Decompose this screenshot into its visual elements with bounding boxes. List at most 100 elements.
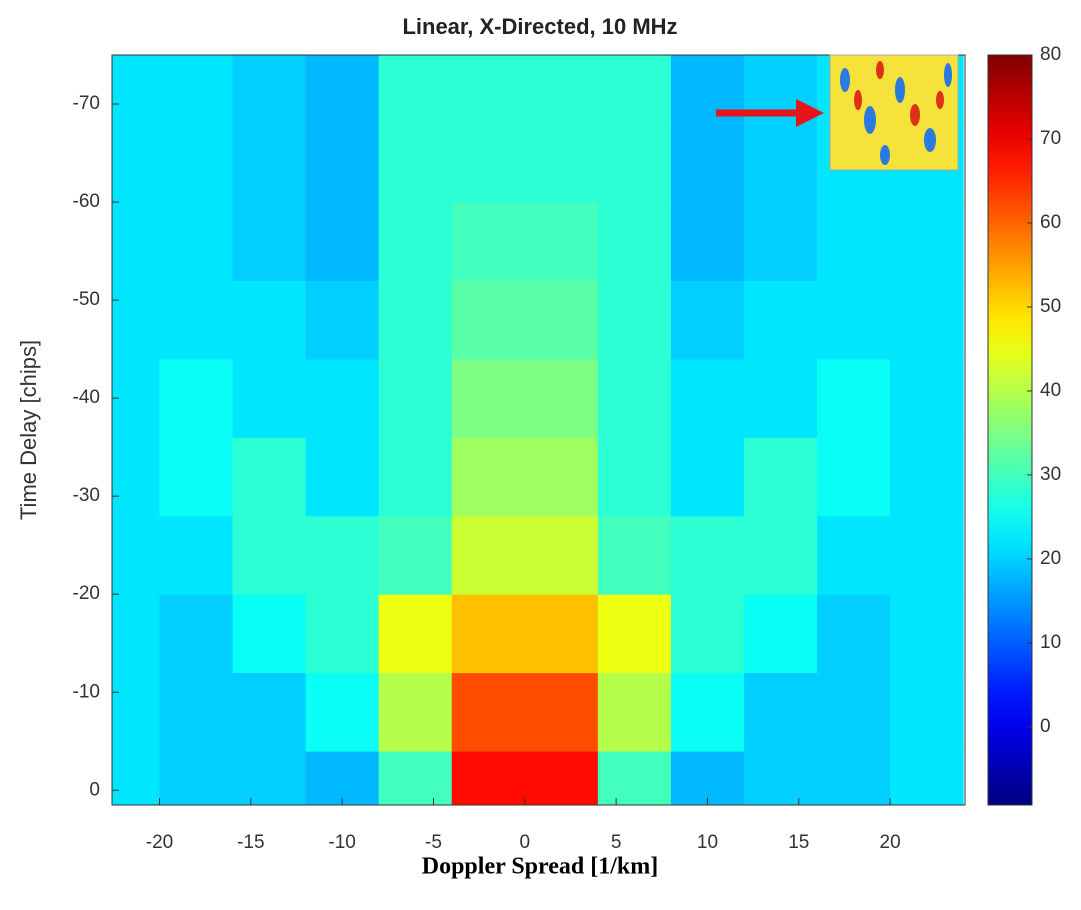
- heatmap-cell: [743, 672, 818, 752]
- x-tick-label: 0: [520, 832, 531, 853]
- heatmap-cell: [524, 123, 599, 203]
- heatmap-cell: [597, 515, 672, 595]
- x-tick-label: 10: [697, 832, 718, 853]
- heatmap-cell: [378, 55, 453, 125]
- heatmap-cell: [670, 437, 745, 517]
- heatmap-cell: [159, 672, 234, 752]
- heatmap-cell: [232, 437, 307, 517]
- heatmap-cell: [890, 594, 964, 674]
- heatmap-cell: [597, 202, 672, 281]
- heatmap-cell: [817, 751, 891, 805]
- heatmap-cell: [670, 515, 745, 595]
- heatmap-cell: [817, 437, 891, 517]
- heatmap-cell: [451, 437, 526, 517]
- colorbar-tick-label: 10: [1040, 632, 1061, 653]
- heatmap-cell: [159, 123, 234, 203]
- heatmap-cell: [159, 280, 234, 360]
- heatmap-cell: [524, 202, 599, 281]
- heatmap-cell: [305, 672, 380, 752]
- heatmap-cell: [378, 280, 453, 360]
- heatmap-cell: [378, 437, 453, 517]
- y-tick-label: -60: [73, 191, 100, 212]
- x-tick-label: 20: [880, 832, 901, 853]
- x-axis-label: Doppler Spread [1/km]: [422, 854, 658, 880]
- heatmap-cell: [159, 358, 234, 438]
- heatmap-cell: [451, 123, 526, 203]
- heatmap-cell: [305, 594, 380, 674]
- heatmap-cell: [112, 751, 160, 805]
- heatmap-cell: [305, 202, 380, 281]
- x-tick-label: -20: [146, 832, 173, 853]
- heatmap-cell: [817, 358, 891, 438]
- chart-title: Linear, X-Directed, 10 MHz: [402, 14, 677, 39]
- heatmap-cell: [597, 55, 672, 125]
- colorbar-tick-label: 40: [1040, 380, 1061, 401]
- heatmap-cell: [378, 672, 453, 752]
- heatmap-cell: [305, 123, 380, 203]
- heatmap-cell: [112, 55, 160, 125]
- heatmap-cell: [232, 751, 307, 805]
- heatmap: [112, 55, 964, 805]
- inset-pattern: [840, 63, 952, 165]
- heatmap-cell: [524, 594, 599, 674]
- heatmap-cell: [112, 672, 160, 752]
- y-tick-label: -30: [73, 485, 100, 506]
- heatmap-cell: [451, 515, 526, 595]
- heatmap-cell: [597, 358, 672, 438]
- heatmap-cell: [817, 280, 891, 360]
- heatmap-cell: [743, 515, 818, 595]
- colorbar-tick-label: 50: [1040, 296, 1061, 317]
- heatmap-cell: [112, 358, 160, 438]
- heatmap-cell: [159, 594, 234, 674]
- colorbar-tick-label: 80: [1040, 44, 1061, 65]
- heatmap-cell: [524, 280, 599, 360]
- inset-image: [829, 54, 959, 171]
- heatmap-cell: [451, 751, 526, 805]
- heatmap-cell: [232, 358, 307, 438]
- heatmap-cell: [670, 751, 745, 805]
- heatmap-cell: [232, 280, 307, 360]
- heatmap-cell: [159, 437, 234, 517]
- x-tick-label: 15: [788, 832, 809, 853]
- colorbar-tick-label: 70: [1040, 128, 1061, 149]
- heatmap-cell: [597, 672, 672, 752]
- heatmap-cell: [232, 515, 307, 595]
- heatmap-cell: [451, 202, 526, 281]
- y-tick-label: -20: [73, 583, 100, 604]
- heatmap-cell: [112, 123, 160, 203]
- heatmap-cell: [305, 280, 380, 360]
- heatmap-cell: [597, 280, 672, 360]
- heatmap-cell: [597, 594, 672, 674]
- heatmap-cell: [670, 672, 745, 752]
- colorbar-tick-label: 0: [1040, 716, 1051, 737]
- heatmap-cell: [232, 594, 307, 674]
- heatmap-cell: [305, 55, 380, 125]
- inset: [716, 54, 959, 171]
- heatmap-cell: [524, 515, 599, 595]
- heatmap-cell: [305, 751, 380, 805]
- heatmap-cell: [305, 515, 380, 595]
- heatmap-cell: [670, 594, 745, 674]
- heatmap-cell: [743, 358, 818, 438]
- heatmap-cell: [378, 515, 453, 595]
- heatmap-cell: [890, 515, 964, 595]
- heatmap-cell: [743, 123, 818, 203]
- heatmap-cell: [743, 594, 818, 674]
- heatmap-cell: [305, 358, 380, 438]
- heatmap-cell: [597, 437, 672, 517]
- heatmap-cell: [112, 437, 160, 517]
- heatmap-cell: [159, 515, 234, 595]
- heatmap-cell: [378, 751, 453, 805]
- heatmap-cell: [451, 55, 526, 125]
- heatmap-cell: [670, 280, 745, 360]
- colorbar-tick-label: 20: [1040, 548, 1061, 569]
- colorbar: [987, 54, 1033, 806]
- heatmap-cell: [524, 55, 599, 125]
- heatmap-cell: [597, 751, 672, 805]
- heatmap-cell: [159, 55, 234, 125]
- heatmap-cell: [112, 594, 160, 674]
- heatmap-cell: [890, 280, 964, 360]
- heatmap-cell: [378, 123, 453, 203]
- heatmap-cell: [743, 751, 818, 805]
- heatmap-cell: [112, 280, 160, 360]
